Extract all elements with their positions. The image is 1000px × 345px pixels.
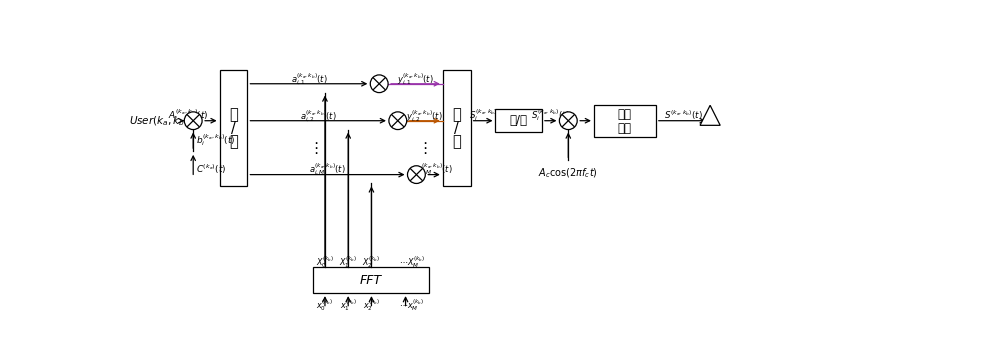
Circle shape [184,112,202,130]
Text: $\cdots X_M^{(k_b)}$: $\cdots X_M^{(k_b)}$ [399,255,425,270]
Bar [443,70,471,186]
Circle shape [370,75,388,92]
Text: $b_i^{(k_a,k_b)}(t)$: $b_i^{(k_a,k_b)}(t)$ [196,132,236,148]
Text: $\cdots x_M^{(k_b)}$: $\cdots x_M^{(k_b)}$ [399,297,424,313]
Text: $\vdots$: $\vdots$ [308,140,319,156]
Text: $S_i^{(k_a,k_b)}(t)$: $S_i^{(k_a,k_b)}(t)$ [531,107,570,123]
Text: FFT: FFT [360,274,382,287]
Polygon shape [700,105,720,125]
Text: $y_{i,2}^{(k_a,k_b)}(t)$: $y_{i,2}^{(k_a,k_b)}(t)$ [406,108,443,124]
Text: $y_{i,1}^{(k_a,k_b)}(t)$: $y_{i,1}^{(k_a,k_b)}(t)$ [397,71,434,87]
Text: $x_1^{(k_b)}$: $x_1^{(k_b)}$ [340,297,357,313]
Text: $y_{i,M}^{(k_a,k_b)}(t)$: $y_{i,M}^{(k_a,k_b)}(t)$ [416,162,452,177]
Text: $a_{i,2}^{(k_a,k_b)}(t)$: $a_{i,2}^{(k_a,k_b)}(t)$ [300,108,337,124]
Bar [594,105,656,137]
Circle shape [559,112,577,130]
Text: /: / [454,120,459,136]
Bar [495,109,542,132]
Text: $C^{(k_a)}(t)$: $C^{(k_a)}(t)$ [196,163,227,176]
Text: $X_2^{(k_b)}$: $X_2^{(k_b)}$ [362,255,381,270]
Text: $A_c\cos\!\left(2\pi f_c t\right)$: $A_c\cos\!\left(2\pi f_c t\right)$ [538,167,598,180]
Text: /: / [231,120,236,136]
Circle shape [407,166,425,184]
Text: 滤波: 滤波 [618,122,632,135]
Text: $S^{(k_a,k_b)}(t)$: $S^{(k_a,k_b)}(t)$ [664,109,702,122]
Text: $X_1^{(k_b)}$: $X_1^{(k_b)}$ [339,255,357,270]
Text: $X_0^{(k_b)}$: $X_0^{(k_b)}$ [316,255,334,270]
Text: 串: 串 [452,135,461,149]
Bar [220,70,247,186]
Text: User$(k_a,k_b)$: User$(k_a,k_b)$ [129,114,189,128]
Text: $S_i^{(k_a,k_b)}$: $S_i^{(k_a,k_b)}$ [469,107,497,123]
Text: $a_{i,M}^{(k_a,k_b)}(t)$: $a_{i,M}^{(k_a,k_b)}(t)$ [309,162,346,177]
Text: $a_{i,1}^{(k_a,k_b)}(t)$: $a_{i,1}^{(k_a,k_b)}(t)$ [291,71,327,87]
Text: $x_2^{(k_b)}$: $x_2^{(k_b)}$ [363,297,380,313]
Text: $x_0^{(k_b)}$: $x_0^{(k_b)}$ [316,297,333,313]
Bar [313,267,429,293]
Text: 并: 并 [229,135,238,149]
Text: $A_i^{(k_a,k_b)}(t)$: $A_i^{(k_a,k_b)}(t)$ [168,107,208,123]
Text: 并: 并 [452,107,461,122]
Text: 串: 串 [229,107,238,122]
Text: 数/模: 数/模 [510,114,528,127]
Text: $\vdots$: $\vdots$ [417,140,428,156]
Circle shape [389,112,407,130]
Text: 带通: 带通 [618,108,632,121]
